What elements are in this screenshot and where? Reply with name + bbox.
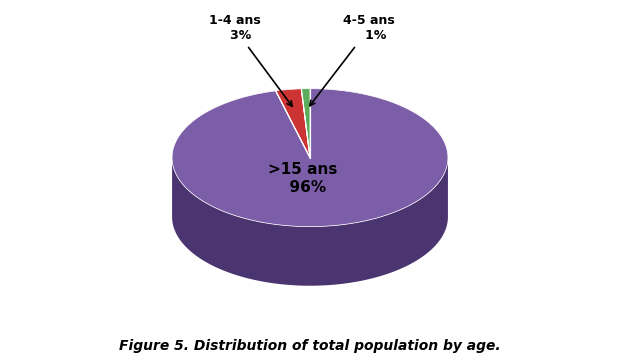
Text: 1-4 ans
   3%: 1-4 ans 3% [208, 14, 292, 106]
Text: Figure 5. Distribution of total population by age.: Figure 5. Distribution of total populati… [119, 340, 501, 353]
Text: >15 ans
  96%: >15 ans 96% [268, 162, 338, 195]
Text: 4-5 ans
   1%: 4-5 ans 1% [310, 14, 395, 106]
Polygon shape [172, 89, 448, 227]
Polygon shape [172, 158, 448, 286]
Polygon shape [276, 89, 310, 158]
Polygon shape [301, 89, 310, 158]
